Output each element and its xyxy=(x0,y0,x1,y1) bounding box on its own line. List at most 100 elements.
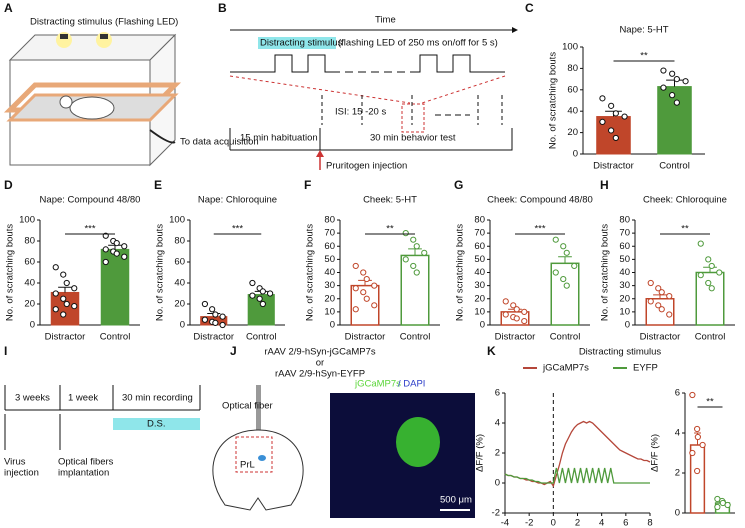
data-point xyxy=(60,271,67,278)
x-tick-label: Distractor xyxy=(495,332,536,343)
significance: ** xyxy=(706,397,714,408)
chart-title: Nape: 5-HT xyxy=(619,25,668,36)
y-axis-label: No. of scratching bouts xyxy=(305,224,316,321)
panel-a: A Distracting stimulus (Flashing LED) To… xyxy=(3,1,259,167)
error-bar xyxy=(558,256,572,264)
test: 30 min behavior test xyxy=(370,133,456,144)
data-point xyxy=(694,467,701,475)
y-tick-label: 10 xyxy=(324,306,335,317)
data-point xyxy=(666,311,673,318)
data-point xyxy=(563,249,570,256)
y-tick-label: 60 xyxy=(24,257,35,268)
data-point xyxy=(352,306,359,313)
data-point xyxy=(363,295,370,302)
y-axis-label: ΔF/F (%) xyxy=(650,434,661,472)
data-point xyxy=(513,315,520,322)
bar xyxy=(695,271,725,326)
expression xyxy=(396,417,440,467)
y-tick-label: 50 xyxy=(324,254,335,265)
zoom-line xyxy=(421,75,506,104)
data-point xyxy=(560,275,567,283)
data-point xyxy=(249,279,256,287)
y-tick-label: 2 xyxy=(675,468,680,479)
y-tick-label: 50 xyxy=(619,254,630,265)
fiber xyxy=(256,385,261,455)
chart-title: Cheek: 5-HT xyxy=(363,195,417,206)
zoom-box xyxy=(401,103,425,133)
data-point xyxy=(673,76,680,83)
y-axis-label: No. of scratching bouts xyxy=(455,224,466,321)
virus: injection xyxy=(4,468,39,479)
y-tick-label: 0 xyxy=(30,320,35,331)
data-point xyxy=(410,262,417,270)
y-tick-label: 0 xyxy=(675,508,680,519)
data-point xyxy=(724,501,731,509)
virus: Virus xyxy=(4,457,26,468)
data-point xyxy=(63,300,70,308)
y-tick-label: 70 xyxy=(324,228,335,239)
data-point xyxy=(266,290,274,297)
y-tick-label: 0 xyxy=(180,320,185,331)
data-point xyxy=(612,110,619,117)
y-tick-label: 70 xyxy=(474,228,485,239)
data-point xyxy=(402,256,409,263)
fibers: Optical fibers xyxy=(58,457,114,468)
panel-letter: H xyxy=(600,178,609,192)
data-point xyxy=(694,425,701,433)
data-point xyxy=(697,272,704,279)
data-point xyxy=(599,118,606,126)
y-tick-label: 30 xyxy=(619,280,630,291)
data-point xyxy=(371,282,378,289)
y-tick-label: 60 xyxy=(324,241,335,252)
data-point xyxy=(666,293,673,300)
panel-letter: A xyxy=(4,1,13,15)
data-point xyxy=(71,303,78,310)
x-tick-label: 4 xyxy=(599,518,604,528)
brain-section xyxy=(212,429,304,511)
arrowhead xyxy=(316,150,324,157)
series-line xyxy=(504,467,650,484)
data-point xyxy=(714,503,721,511)
x-tick-label: -4 xyxy=(501,518,509,528)
panel-letter: D xyxy=(4,178,13,192)
data-point xyxy=(669,92,676,99)
y-tick-label: 20 xyxy=(24,299,35,310)
data-point xyxy=(682,78,689,85)
y-tick-label: 0 xyxy=(495,478,500,489)
legend-label: EYFP xyxy=(633,363,658,374)
box-top xyxy=(8,34,177,61)
data-point xyxy=(402,230,409,237)
y-tick-label: 40 xyxy=(24,278,35,289)
data-point xyxy=(647,279,654,287)
highlight xyxy=(258,37,336,49)
y-tick-label: 50 xyxy=(474,254,485,265)
chart-title: Nape: Compound 48/80 xyxy=(40,195,141,206)
chart-title: Distracting stimulus xyxy=(579,347,662,358)
chart-title: Cheek: Chloroquine xyxy=(643,195,727,206)
stain-label: jGCaMP7s xyxy=(354,379,401,390)
data-point xyxy=(219,313,226,320)
data-point xyxy=(259,288,266,295)
ds-label: D.S. xyxy=(147,419,165,430)
x-tick-label: Control xyxy=(246,332,277,343)
y-tick-label: 20 xyxy=(474,293,485,304)
y-tick-label: 2 xyxy=(495,448,500,459)
data-point xyxy=(363,275,370,283)
data-point xyxy=(352,262,359,270)
significance: *** xyxy=(232,224,243,235)
data-point xyxy=(219,321,226,329)
x-tick-label: Distractor xyxy=(45,332,86,343)
data-point xyxy=(571,262,578,270)
error-bar xyxy=(408,248,422,256)
panel-b: B Time Distracting stimulus (flashing LE… xyxy=(218,1,518,172)
panel-letter: K xyxy=(487,344,496,358)
y-tick-label: 0 xyxy=(480,320,485,331)
data-point xyxy=(660,67,667,74)
data-point xyxy=(621,113,628,120)
timeline-ticks xyxy=(4,385,201,410)
led xyxy=(100,34,108,39)
x-tick-label: Distractor xyxy=(593,161,634,172)
data-point xyxy=(689,391,696,399)
injection-label: Pruritogen injection xyxy=(326,161,407,172)
